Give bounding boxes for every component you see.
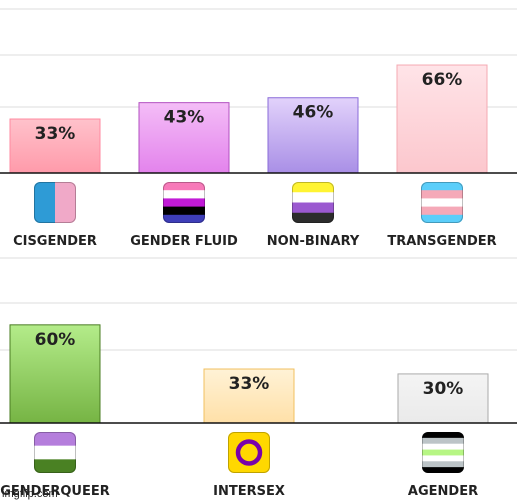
data-label: 60% [35,330,76,350]
flag-stripe [292,202,334,214]
flag-border [422,432,464,473]
category-label: CISGENDER [13,234,97,249]
bar-chart-1: 33% CISGENDER 43% GENDER FLUID 46% NON-BINARY… [0,8,517,249]
intersex-flag-icon [228,432,270,473]
flag-stripe [163,206,205,216]
flag-border [163,182,205,223]
watermark-text: imgflip.com [2,488,58,500]
data-label: 33% [229,374,270,394]
flag-stripe [55,182,76,223]
flag-stripe [421,190,463,199]
flag-stripe [34,432,76,447]
category-label: INTERSEX [213,484,285,499]
bar [9,118,101,174]
flag-stripe [422,432,464,439]
category-label: NON-BINARY [267,234,360,249]
data-label: 33% [35,124,76,144]
data-label: 30% [423,379,464,399]
flag-stripe [422,443,464,451]
flag-stripe [228,432,270,473]
flag-stripe [421,206,463,216]
non-binary-flag-icon [292,182,334,223]
flag-stripe [163,214,205,223]
flag-stripe [163,182,205,191]
data-label: 66% [422,70,463,90]
flag-border [421,182,463,223]
flag-stripe [34,182,55,223]
bar [267,97,359,174]
bar [138,102,230,174]
flag-stripe [421,198,463,208]
flag-stripe [163,198,205,208]
flag-border [228,432,270,473]
flag-stripe [34,445,76,460]
category-label: TRANSGENDER [387,234,496,249]
flag-stripe [421,214,463,223]
category-label: GENDER FLUID [130,234,238,249]
flag-stripe [163,190,205,199]
bar [397,373,489,424]
intersex-ring [235,439,263,466]
flag-border [292,182,334,223]
agender-flag-icon [422,432,464,473]
transgender-flag-icon [421,182,463,223]
flag-stripe [422,467,464,473]
genderqueer-flag-icon [34,432,76,473]
flag-border [34,182,76,223]
category-label: GENDERQUEER [0,484,110,499]
flag-stripe [292,212,334,223]
flag-stripe [421,182,463,191]
flag-stripe [422,461,464,468]
flag-stripe [34,459,76,473]
flag-stripe [422,449,464,456]
category-label: AGENDER [408,484,478,499]
bar [203,368,295,424]
bar-chart-2: 60% GENDERQUEER 33% INTERSEX 30% AGENDER [0,257,517,499]
gender-fluid-flag-icon [163,182,205,223]
flag-stripe [422,455,464,462]
bar [9,324,101,424]
data-label: 43% [164,108,205,128]
flag-border [34,432,76,473]
flag-stripe [292,192,334,203]
flag-stripe [292,182,334,193]
cisgender-flag-icon [34,182,76,223]
data-label: 46% [293,103,334,123]
flag-stripe [422,437,464,445]
